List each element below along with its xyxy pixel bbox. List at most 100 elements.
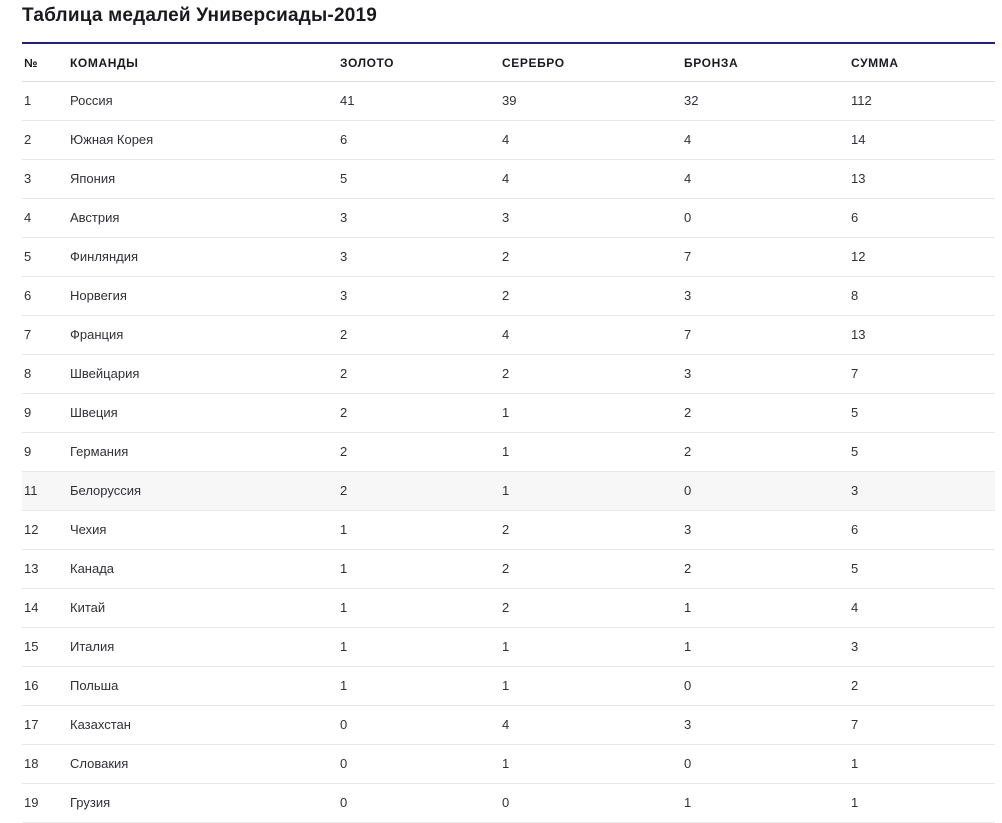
table-row: 12 Чехия 1 2 3 6 [22, 510, 995, 550]
table-row: 9 Германия 2 1 2 5 [22, 432, 995, 472]
cell-team: Южная Корея [70, 120, 340, 160]
cell-rank: 19 [22, 783, 70, 823]
cell-bronze: 4 [684, 120, 851, 160]
cell-bronze: 1 [684, 627, 851, 667]
cell-gold: 41 [340, 81, 502, 121]
cell-silver: 2 [502, 237, 684, 277]
cell-gold: 2 [340, 393, 502, 433]
cell-gold: 3 [340, 276, 502, 316]
cell-rank: 7 [22, 315, 70, 355]
table-row: 19 Грузия 0 0 1 1 [22, 783, 995, 823]
table-row: 13 Канада 1 2 2 5 [22, 549, 995, 589]
cell-team: Швеция [70, 393, 340, 433]
cell-bronze: 3 [684, 705, 851, 745]
cell-team: Франция [70, 315, 340, 355]
cell-silver: 2 [502, 588, 684, 628]
cell-total: 6 [851, 198, 995, 238]
cell-total: 112 [851, 81, 995, 121]
cell-bronze: 3 [684, 354, 851, 394]
cell-bronze: 2 [684, 549, 851, 589]
cell-total: 7 [851, 705, 995, 745]
cell-rank: 8 [22, 354, 70, 394]
cell-team: Япония [70, 159, 340, 199]
cell-silver: 2 [502, 510, 684, 550]
column-header-bronze: БРОНЗА [684, 43, 851, 82]
table-row: 4 Австрия 3 3 0 6 [22, 198, 995, 238]
cell-bronze: 0 [684, 471, 851, 511]
cell-rank: 6 [22, 276, 70, 316]
cell-silver: 1 [502, 744, 684, 784]
cell-team: Финляндия [70, 237, 340, 277]
cell-total: 4 [851, 588, 995, 628]
cell-team: Белоруссия [70, 471, 340, 511]
cell-rank: 13 [22, 549, 70, 589]
cell-bronze: 0 [684, 666, 851, 706]
cell-bronze: 0 [684, 744, 851, 784]
table-row: 5 Финляндия 3 2 7 12 [22, 237, 995, 277]
cell-rank: 2 [22, 120, 70, 160]
table-row: 18 Словакия 0 1 0 1 [22, 744, 995, 784]
cell-bronze: 1 [684, 588, 851, 628]
table-row: 7 Франция 2 4 7 13 [22, 315, 995, 355]
medal-table-head: № КОМАНДЫ ЗОЛОТО СЕРЕБРО БРОНЗА СУММА [22, 43, 995, 82]
cell-silver: 2 [502, 276, 684, 316]
table-header-row: № КОМАНДЫ ЗОЛОТО СЕРЕБРО БРОНЗА СУММА [22, 43, 995, 82]
table-row: 9 Швеция 2 1 2 5 [22, 393, 995, 433]
table-row: 15 Италия 1 1 1 3 [22, 627, 995, 667]
cell-total: 2 [851, 666, 995, 706]
cell-rank: 16 [22, 666, 70, 706]
cell-gold: 3 [340, 198, 502, 238]
cell-silver: 2 [502, 354, 684, 394]
cell-bronze: 4 [684, 159, 851, 199]
cell-total: 3 [851, 471, 995, 511]
cell-total: 6 [851, 510, 995, 550]
cell-gold: 2 [340, 471, 502, 511]
cell-gold: 1 [340, 549, 502, 589]
cell-team: Австрия [70, 198, 340, 238]
cell-total: 3 [851, 627, 995, 667]
table-row: 2 Южная Корея 6 4 4 14 [22, 120, 995, 160]
page-title: Таблица медалей Универсиады-2019 [22, 5, 378, 26]
medal-table: № КОМАНДЫ ЗОЛОТО СЕРЕБРО БРОНЗА СУММА 1 Россия… [22, 42, 995, 823]
cell-total: 13 [851, 159, 995, 199]
table-row: 17 Казахстан 0 4 3 7 [22, 705, 995, 745]
cell-silver: 1 [502, 393, 684, 433]
cell-gold: 5 [340, 159, 502, 199]
cell-silver: 39 [502, 81, 684, 121]
cell-bronze: 0 [684, 198, 851, 238]
table-row: 3 Япония 5 4 4 13 [22, 159, 995, 199]
cell-total: 1 [851, 783, 995, 823]
column-header-total: СУММА [851, 43, 995, 82]
cell-bronze: 2 [684, 432, 851, 472]
cell-rank: 17 [22, 705, 70, 745]
medal-table-body: 1 Россия 41 39 32 112 2 Южная Корея 6 4 4 14 3 Япония… [22, 81, 995, 823]
cell-rank: 14 [22, 588, 70, 628]
cell-team: Швейцария [70, 354, 340, 394]
cell-rank: 5 [22, 237, 70, 277]
cell-silver: 1 [502, 666, 684, 706]
cell-gold: 3 [340, 237, 502, 277]
cell-rank: 11 [22, 471, 70, 511]
table-row: 16 Польша 1 1 0 2 [22, 666, 995, 706]
cell-rank: 12 [22, 510, 70, 550]
cell-gold: 0 [340, 744, 502, 784]
cell-rank: 15 [22, 627, 70, 667]
cell-silver: 2 [502, 549, 684, 589]
cell-gold: 2 [340, 354, 502, 394]
cell-team: Китай [70, 588, 340, 628]
cell-team: Норвегия [70, 276, 340, 316]
cell-silver: 4 [502, 120, 684, 160]
cell-rank: 18 [22, 744, 70, 784]
cell-silver: 4 [502, 705, 684, 745]
cell-team: Польша [70, 666, 340, 706]
cell-total: 7 [851, 354, 995, 394]
cell-rank: 4 [22, 198, 70, 238]
cell-total: 5 [851, 549, 995, 589]
cell-silver: 3 [502, 198, 684, 238]
cell-gold: 0 [340, 783, 502, 823]
cell-rank: 3 [22, 159, 70, 199]
cell-bronze: 2 [684, 393, 851, 433]
cell-team: Словакия [70, 744, 340, 784]
cell-silver: 4 [502, 159, 684, 199]
cell-bronze: 1 [684, 783, 851, 823]
